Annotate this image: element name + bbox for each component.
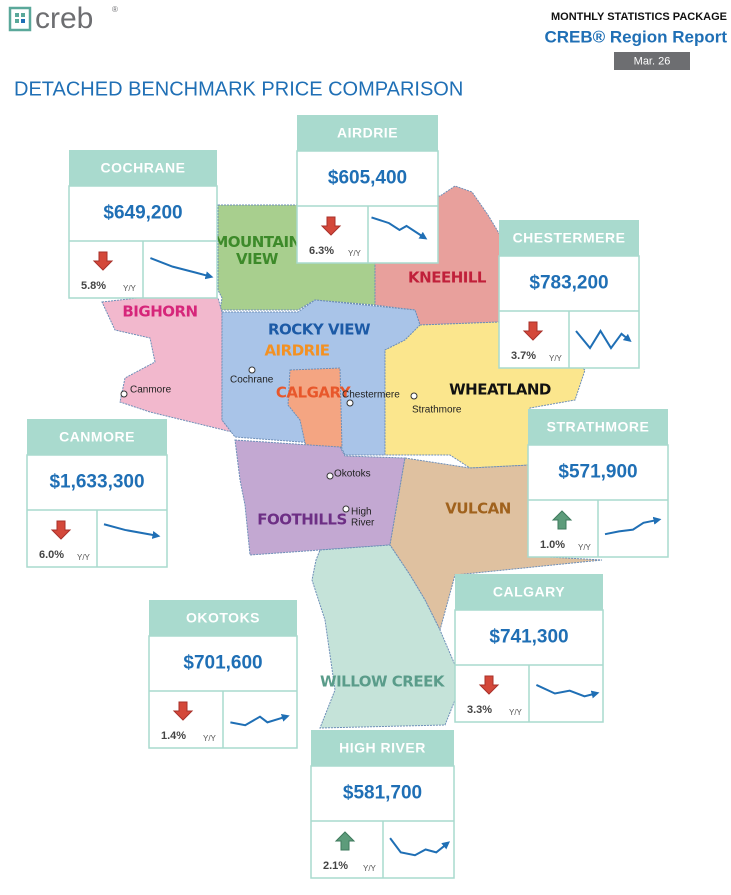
town-label: Strathmore xyxy=(412,405,462,416)
card-header xyxy=(149,600,297,636)
date-badge xyxy=(614,52,690,70)
region-foothills xyxy=(234,439,406,556)
arrow-down xyxy=(522,321,544,341)
town-dot xyxy=(326,472,334,480)
region-label: WILLOW CREEK xyxy=(320,673,446,691)
card-header xyxy=(311,730,454,766)
town-label: High xyxy=(351,507,372,518)
sparkline xyxy=(371,216,428,240)
card-price: $571,900 xyxy=(558,462,637,483)
town-dot xyxy=(120,390,128,398)
change: 6.0% xyxy=(39,549,64,561)
card-price: $701,600 xyxy=(183,653,262,674)
card-header xyxy=(455,574,603,610)
card-price: $605,400 xyxy=(328,168,407,189)
card-header xyxy=(69,150,217,186)
yy-label: Y/Y xyxy=(203,734,217,743)
card-price: $581,700 xyxy=(343,783,422,804)
card-header xyxy=(528,409,668,445)
package-label: MONTHLY STATISTICS PACKAGE xyxy=(551,11,727,23)
card-header xyxy=(499,220,639,256)
card-price: $741,300 xyxy=(489,627,568,648)
card-price: $649,200 xyxy=(103,203,182,224)
change: 2.1% xyxy=(323,860,348,872)
region-label: MOUNTAIN VIEW xyxy=(213,233,300,268)
region-label: KNEEHILL xyxy=(408,269,487,287)
yy-label: Y/Y xyxy=(578,543,592,552)
arrow-up xyxy=(334,831,356,851)
card-name: AIRDRIE xyxy=(337,125,398,141)
region-label: FOOTHILLS xyxy=(257,511,347,529)
region-label: CALGARY xyxy=(276,384,352,402)
yy-label: Y/Y xyxy=(549,354,563,363)
arrow-down xyxy=(50,520,72,540)
region-bighorn xyxy=(101,295,234,433)
arrow-up xyxy=(551,510,573,530)
sparkline xyxy=(230,714,290,727)
sparkline xyxy=(535,684,600,699)
arrow-down xyxy=(92,251,114,271)
sparkline xyxy=(103,523,161,539)
town-dot xyxy=(346,399,354,407)
card-header xyxy=(297,115,438,151)
town-dot xyxy=(342,505,350,513)
card-name: COCHRANE xyxy=(101,160,186,176)
region-willow-creek xyxy=(311,544,456,729)
town-dot xyxy=(248,366,256,374)
price-card: CHESTERMERE $783,200 3.7% Y/Y xyxy=(498,220,640,369)
logo-text: creb xyxy=(35,2,93,35)
town-label: River xyxy=(351,518,375,529)
arrow-down xyxy=(478,675,500,695)
sparkline xyxy=(150,257,214,280)
town-dot xyxy=(410,392,418,400)
town-label: Cochrane xyxy=(230,375,274,386)
sparkline xyxy=(604,516,662,536)
card-name: CHESTERMERE xyxy=(513,230,626,246)
price-card: OKOTOKS $701,600 1.4% Y/Y xyxy=(148,600,298,749)
yy-label: Y/Y xyxy=(348,249,362,258)
report-label: CREB® Region Report xyxy=(544,27,727,46)
price-card: STRATHMORE $571,900 1.0% Y/Y xyxy=(527,409,669,558)
yy-label: Y/Y xyxy=(363,864,377,873)
card-name: CANMORE xyxy=(59,429,135,445)
date: Mar. 26 xyxy=(634,55,671,67)
arrow-down xyxy=(320,216,342,236)
card-price: $783,200 xyxy=(529,273,608,294)
change: 6.3% xyxy=(309,245,334,257)
town-label: Canmore xyxy=(130,385,172,396)
yy-label: Y/Y xyxy=(77,553,91,562)
price-card: AIRDRIE $605,400 6.3% Y/Y xyxy=(296,115,439,264)
price-card: COCHRANE $649,200 5.8% Y/Y xyxy=(68,150,218,299)
region-label: ROCKY VIEW xyxy=(268,321,371,339)
price-card: CALGARY $741,300 3.3% Y/Y xyxy=(454,574,604,723)
region-label: BIGHORN xyxy=(122,303,197,321)
region-label: WHEATLAND xyxy=(449,381,551,399)
change: 5.8% xyxy=(81,280,106,292)
card-price: $1,633,300 xyxy=(49,472,144,493)
region-label: VULCAN xyxy=(445,500,511,518)
sparkline xyxy=(575,329,632,350)
logo-mark: ® xyxy=(112,5,118,14)
change: 1.0% xyxy=(540,539,565,551)
town-label: Okotoks xyxy=(334,469,371,480)
sparkline xyxy=(389,837,451,857)
logo-icon xyxy=(8,6,32,32)
town-label: Chestermere xyxy=(342,390,400,401)
price-card: CANMORE $1,633,300 6.0% Y/Y xyxy=(26,419,168,568)
card-name: STRATHMORE xyxy=(547,419,650,435)
yy-label: Y/Y xyxy=(123,284,137,293)
change: 1.4% xyxy=(161,730,186,742)
card-name: CALGARY xyxy=(493,584,565,600)
card-name: HIGH RIVER xyxy=(339,740,426,756)
change: 3.7% xyxy=(511,350,536,362)
arrow-down xyxy=(172,701,194,721)
region-label: AIRDRIE xyxy=(264,342,329,360)
card-header xyxy=(27,419,167,455)
change: 3.3% xyxy=(467,704,492,716)
page-title: DETACHED BENCHMARK PRICE COMPARISON xyxy=(14,78,463,100)
card-name: OKOTOKS xyxy=(186,610,260,626)
yy-label: Y/Y xyxy=(509,708,523,717)
price-card: HIGH RIVER $581,700 2.1% Y/Y xyxy=(310,730,455,879)
